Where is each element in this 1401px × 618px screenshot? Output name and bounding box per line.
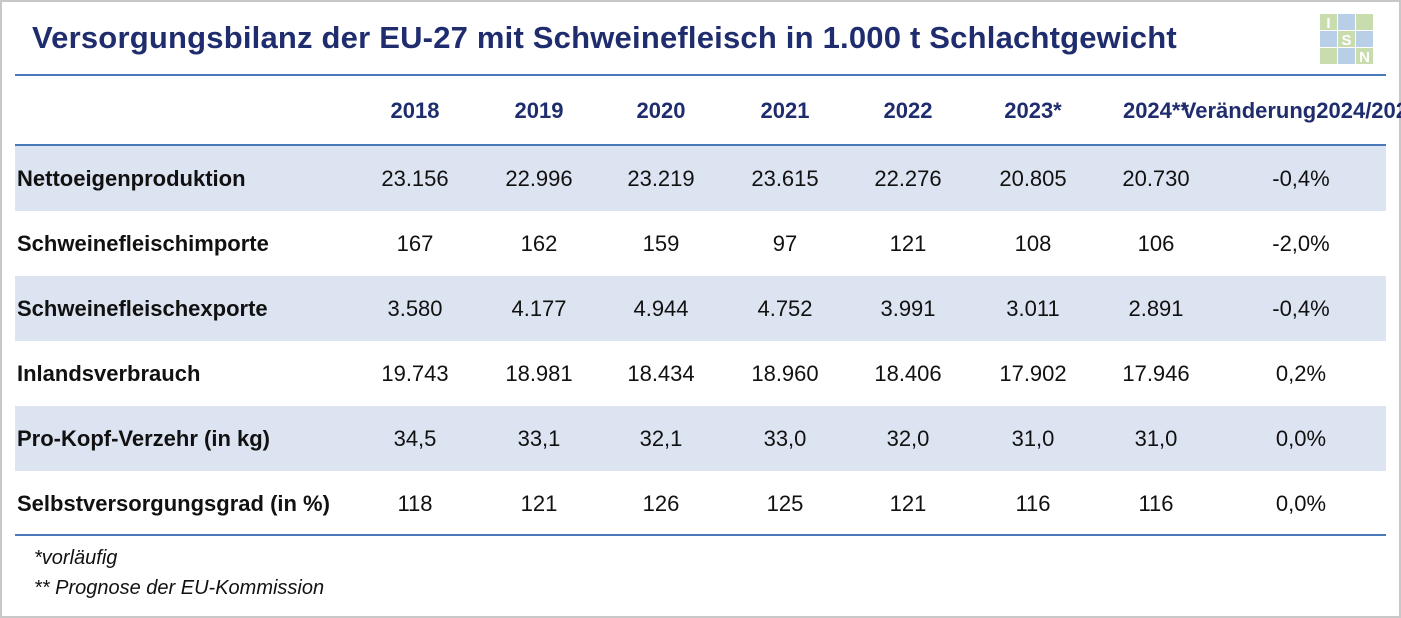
column-header-2024starstar: 2024** [1122, 98, 1190, 123]
table-cell: 3.991 [880, 295, 936, 321]
table-cell: 159 [642, 230, 680, 256]
table-cell: 106 [1137, 230, 1175, 256]
table-cell: 18.960 [751, 360, 819, 386]
row-label: Selbstversorgungsgrad (in %) [17, 490, 330, 516]
table-cell: 20.805 [999, 165, 1067, 191]
table-cell: 3.580 [387, 295, 443, 321]
table-cell: 18.981 [505, 360, 573, 386]
table-cell: 22.276 [874, 165, 942, 191]
table-cell: 33,0 [763, 425, 807, 451]
table-cell: 126 [642, 490, 680, 516]
table-cell: 162 [520, 230, 558, 256]
column-header-2021: 2021 [760, 98, 810, 123]
column-header-2023star: 2023* [1004, 98, 1062, 123]
table-cell: 121 [520, 490, 558, 516]
row-label: Schweinefleischexporte [17, 295, 268, 321]
table-cell: 33,1 [517, 425, 561, 451]
change-cell: -2,0% [1272, 230, 1330, 256]
svg-text:N: N [1359, 49, 1370, 64]
table-cell: 23.615 [751, 165, 819, 191]
table-cell: 20.730 [1122, 165, 1190, 191]
column-header-2020: 2020 [636, 98, 686, 123]
table-cell: 116 [1015, 490, 1051, 516]
table-cell: 19.743 [381, 360, 449, 386]
table-cell: 118 [397, 490, 433, 516]
table-cell: 4.177 [511, 295, 567, 321]
table-cell: 18.434 [627, 360, 695, 386]
column-header-2019: 2019 [514, 98, 564, 123]
change-cell: 0,0% [1275, 490, 1327, 516]
table-cell: 121 [889, 490, 927, 516]
footnote-preliminary: *vorläufig [34, 547, 118, 569]
table-row: Selbstversorgungsgrad (in %) 118 121 126 125… [15, 471, 1386, 536]
table-cell: 2.891 [1128, 295, 1184, 321]
table-cell: 34,5 [393, 425, 437, 451]
table-cell: 31,0 [1011, 425, 1055, 451]
table-cell: 22.996 [505, 165, 573, 191]
table-cell: 108 [1014, 230, 1052, 256]
isn-logo-icon: I S N [1320, 14, 1373, 64]
table-cell: 32,0 [886, 425, 930, 451]
table-cell: 32,1 [639, 425, 683, 451]
table-cell: 23.156 [381, 165, 449, 191]
table-cell: 167 [396, 230, 434, 256]
svg-text:I: I [1326, 15, 1330, 32]
table-cell: 31,0 [1134, 425, 1178, 451]
table-cell: 18.406 [874, 360, 942, 386]
table-cell: 97 [772, 230, 798, 256]
svg-text:S: S [1341, 32, 1351, 49]
change-cell: -0,4% [1272, 295, 1330, 321]
change-cell: -0,4% [1272, 165, 1330, 191]
table-cell: 125 [766, 490, 804, 516]
column-header-2018: 2018 [390, 98, 440, 123]
table-cell: 17.902 [999, 360, 1067, 386]
table-row: Inlandsverbrauch 19.743 18.981 18.434 18.960… [15, 341, 1386, 406]
table-cell: 116 [1138, 490, 1174, 516]
table-cell: 23.219 [627, 165, 695, 191]
table-bottom-rule [15, 534, 1386, 536]
row-label: Schweinefleischimporte [17, 230, 269, 256]
table-cell: 4.752 [757, 295, 813, 321]
change-cell: 0,0% [1275, 425, 1327, 451]
table-row: Nettoeigenproduktion 23.156 22.996 23.219 23… [15, 146, 1386, 211]
change-cell: 0,2% [1275, 360, 1327, 386]
footnote-forecast: ** Prognose der EU-Kommission [34, 577, 325, 599]
row-label: Pro-Kopf-Verzehr (in kg) [17, 425, 271, 451]
row-label: Inlandsverbrauch [17, 360, 201, 386]
change-header-line2: 2024/2023 [1316, 98, 1401, 123]
header-top-rule [15, 74, 1386, 76]
header-bottom-rule [15, 144, 1386, 146]
table-row: Schweinefleischimporte 167 162 159 97 121 108 1… [15, 211, 1386, 276]
column-header-2022: 2022 [883, 98, 933, 123]
table-row: Schweinefleischexporte 3.580 4.177 4.944 4.7… [15, 276, 1386, 341]
change-header-line1: Veränderung [1181, 98, 1317, 123]
table-cell: 4.944 [633, 295, 689, 321]
table-title: Versorgungsbilanz der EU-27 mit Schweine… [32, 20, 1177, 55]
table-cell: 121 [889, 230, 927, 256]
table-row: Pro-Kopf-Verzehr (in kg) 34,5 33,1 32,1 33,0… [15, 406, 1386, 471]
table-cell: 17.946 [1122, 360, 1190, 386]
row-label: Nettoeigenproduktion [17, 165, 246, 191]
table-cell: 3.011 [1006, 295, 1060, 321]
